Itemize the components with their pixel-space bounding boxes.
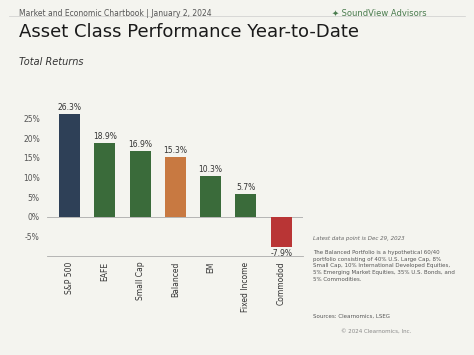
Text: Sources: Clearnomics, LSEG: Sources: Clearnomics, LSEG: [313, 314, 390, 319]
Text: 18.9%: 18.9%: [93, 132, 117, 141]
Text: Latest data point is Dec 29, 2023: Latest data point is Dec 29, 2023: [313, 236, 404, 241]
Text: Total Returns: Total Returns: [19, 57, 83, 67]
Text: The Balanced Portfolio is a hypothetical 60/40
portfolio consisting of 40% U.S. : The Balanced Portfolio is a hypothetical…: [313, 250, 455, 282]
Bar: [59, 114, 80, 217]
Text: Asset Class Performance Year-to-Date: Asset Class Performance Year-to-Date: [19, 23, 359, 41]
Text: 10.3%: 10.3%: [199, 165, 223, 174]
Text: 5.7%: 5.7%: [236, 183, 255, 192]
Bar: [235, 194, 256, 217]
Bar: [129, 151, 151, 217]
Bar: [94, 143, 116, 217]
Bar: [200, 176, 221, 217]
Text: 26.3%: 26.3%: [58, 103, 82, 112]
Text: 16.9%: 16.9%: [128, 140, 152, 149]
Bar: [271, 217, 292, 247]
Text: 15.3%: 15.3%: [164, 146, 187, 155]
Text: ✦ SoundView Advisors: ✦ SoundView Advisors: [332, 9, 427, 18]
Text: -7.9%: -7.9%: [270, 249, 292, 258]
Bar: [165, 157, 186, 217]
Text: © 2024 Clearnomics, Inc.: © 2024 Clearnomics, Inc.: [341, 328, 411, 333]
Text: Market and Economic Chartbook | January 2, 2024: Market and Economic Chartbook | January …: [19, 9, 211, 18]
